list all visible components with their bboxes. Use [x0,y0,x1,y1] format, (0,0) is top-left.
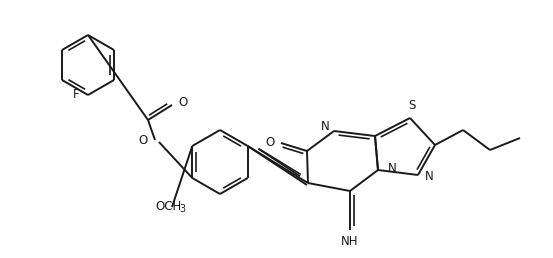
Text: S: S [408,99,416,112]
Text: NH: NH [341,235,359,248]
Text: O: O [178,96,187,109]
Text: N: N [388,162,397,174]
Text: N: N [321,119,330,133]
Text: O: O [266,135,275,149]
Text: N: N [425,170,434,182]
Text: 3: 3 [179,204,185,214]
Text: F: F [74,87,80,101]
Text: O: O [139,134,148,148]
Text: OCH: OCH [155,200,181,214]
